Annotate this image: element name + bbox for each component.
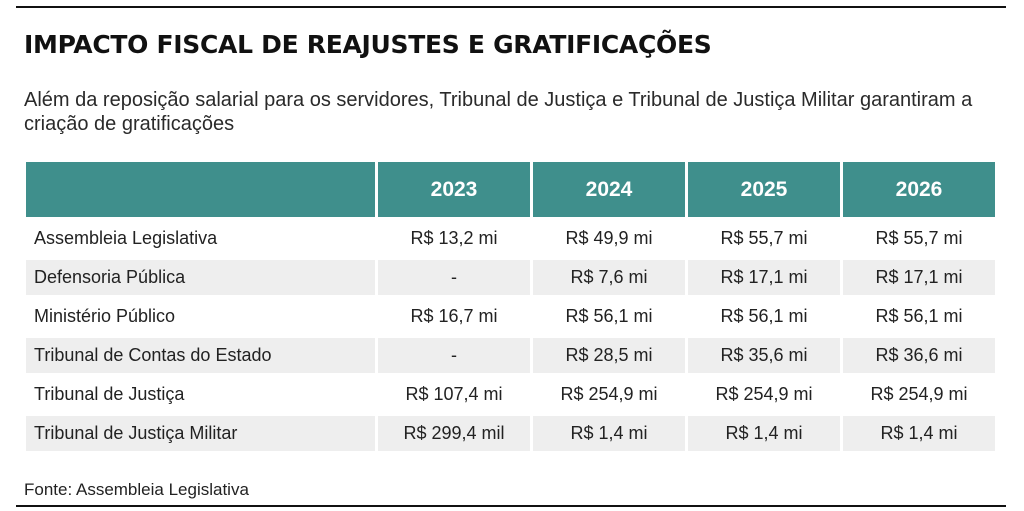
row-label: Tribunal de Justiça — [34, 384, 185, 404]
row-label: Ministério Público — [34, 306, 176, 326]
row-label: Assembleia Legislativa — [34, 228, 218, 248]
table-cell: R$ 28,5 mi — [533, 338, 685, 373]
chart-title: IMPACTO FISCAL DE REAJUSTES E GRATIFICAÇ… — [24, 30, 712, 59]
table-cell: R$ 13,2 mi — [410, 228, 498, 248]
table-cell: R$ 35,6 mi — [688, 338, 840, 373]
header-cell-2026: 2026 — [843, 162, 995, 217]
table-cell: R$ 56,1 mi — [565, 306, 653, 326]
header-cell-2023: 2023 — [378, 162, 530, 217]
table-row: Tribunal de Contas do Estado - R$ 28,5 m… — [26, 338, 998, 373]
table-cell: R$ 1,4 mi — [688, 416, 840, 451]
table-cell: R$ 56,1 mi — [875, 306, 963, 326]
table-row: Ministério Público R$ 16,7 mi R$ 56,1 mi… — [26, 299, 998, 334]
header-cell-label — [26, 162, 375, 217]
table-header-row: 2023 2024 2025 2026 — [26, 162, 998, 217]
header-cell-2024: 2024 — [533, 162, 685, 217]
row-label: Tribunal de Contas do Estado — [26, 338, 375, 373]
table-cell: R$ 36,6 mi — [843, 338, 995, 373]
table-cell: R$ 7,6 mi — [533, 260, 685, 295]
table-row: Assembleia Legislativa R$ 13,2 mi R$ 49,… — [26, 221, 998, 256]
table-cell: R$ 254,9 mi — [715, 384, 813, 404]
bottom-rule — [16, 505, 1006, 507]
table-cell: R$ 254,9 mi — [870, 384, 968, 404]
table-cell: R$ 55,7 mi — [875, 228, 963, 248]
table-row: Defensoria Pública - R$ 7,6 mi R$ 17,1 m… — [26, 260, 998, 295]
table-cell: R$ 254,9 mi — [560, 384, 658, 404]
header-cell-2025: 2025 — [688, 162, 840, 217]
table-cell: R$ 55,7 mi — [720, 228, 808, 248]
table-cell: R$ 56,1 mi — [720, 306, 808, 326]
table-cell: - — [378, 260, 530, 295]
row-label: Tribunal de Justiça Militar — [26, 416, 375, 451]
table-cell: R$ 49,9 mi — [565, 228, 653, 248]
table-cell: R$ 107,4 mi — [405, 384, 503, 404]
data-table: 2023 2024 2025 2026 Assembleia Legislati… — [26, 162, 998, 451]
table-cell: - — [378, 338, 530, 373]
top-rule — [16, 6, 1006, 8]
row-label: Defensoria Pública — [26, 260, 375, 295]
table-cell: R$ 16,7 mi — [410, 306, 498, 326]
table-row: Tribunal de Justiça Militar R$ 299,4 mil… — [26, 416, 998, 451]
table-cell: R$ 1,4 mi — [843, 416, 995, 451]
table-row: Tribunal de Justiça R$ 107,4 mi R$ 254,9… — [26, 377, 998, 412]
table-cell: R$ 17,1 mi — [688, 260, 840, 295]
chart-subtitle: Além da reposição salarial para os servi… — [24, 89, 973, 135]
source-note: Fonte: Assembleia Legislativa — [24, 480, 249, 499]
table-cell: R$ 1,4 mi — [533, 416, 685, 451]
table-cell: R$ 299,4 mil — [378, 416, 530, 451]
table-cell: R$ 17,1 mi — [843, 260, 995, 295]
